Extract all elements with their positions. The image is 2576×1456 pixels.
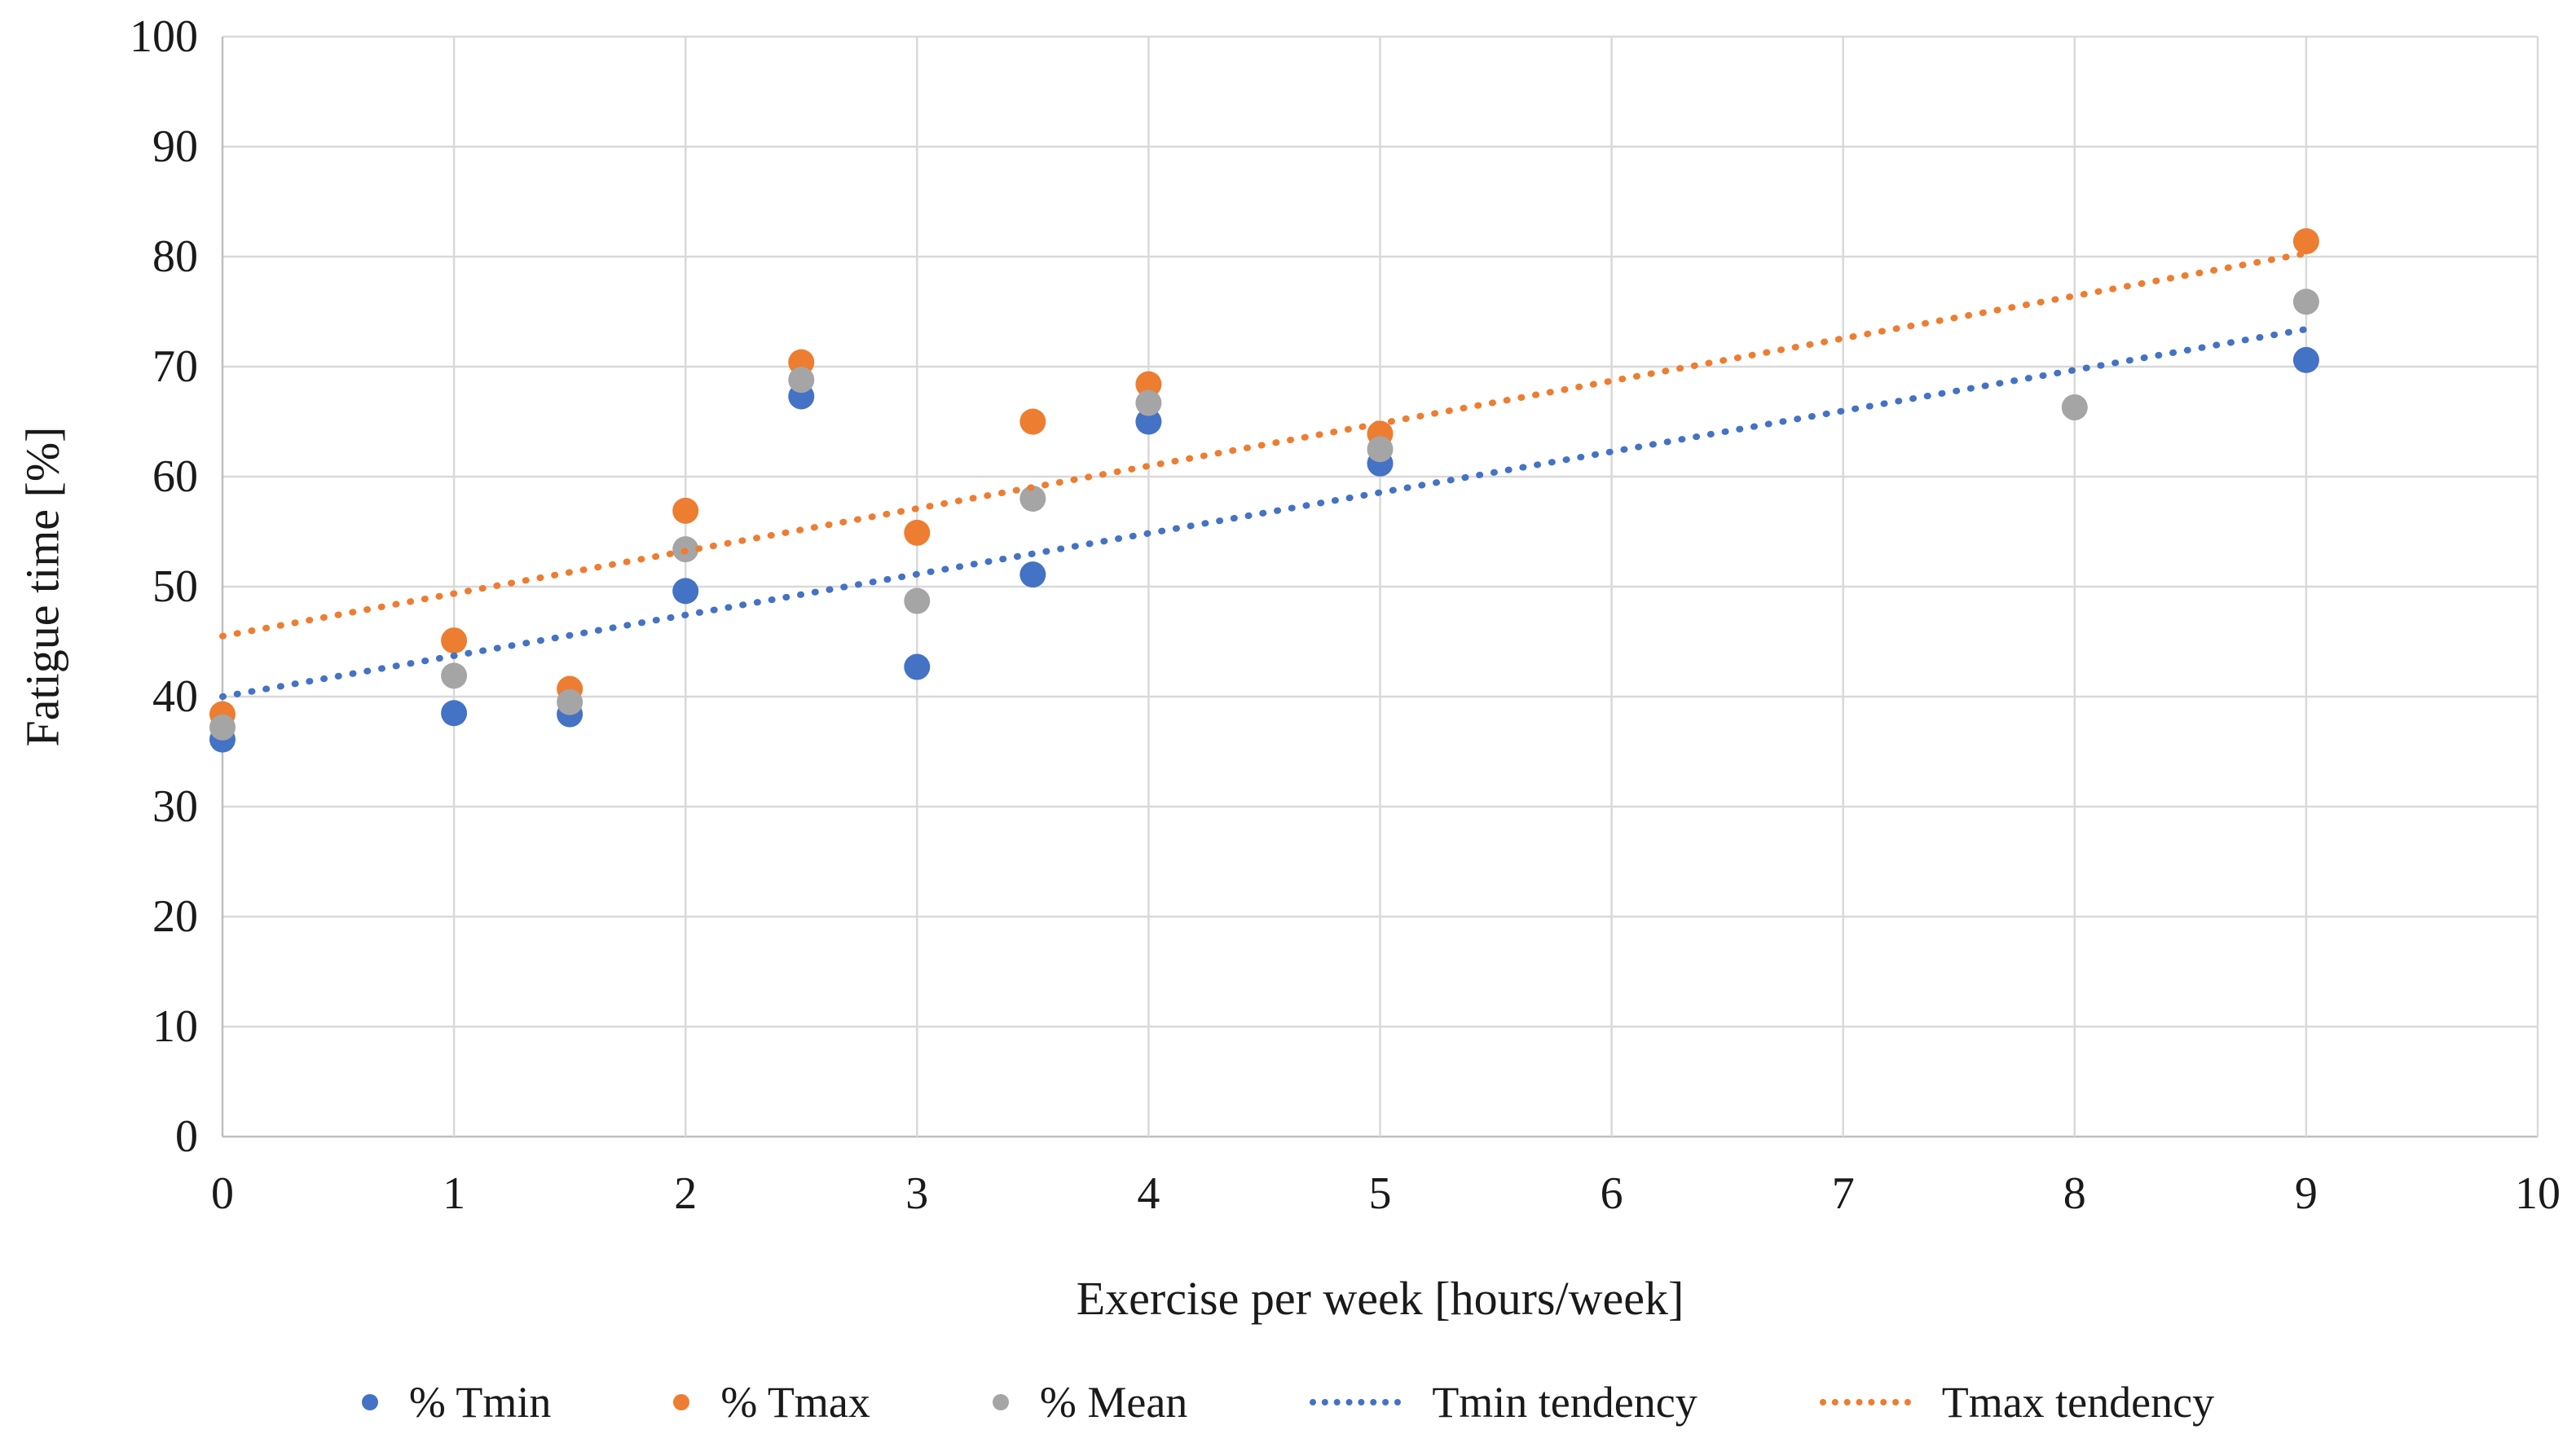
data-point--mean xyxy=(209,714,236,741)
legend-item--tmin: % Tmin xyxy=(361,1377,552,1427)
data-point--tmax xyxy=(672,497,699,524)
legend-label: % Mean xyxy=(1039,1378,1188,1427)
x-tick-label-8: 8 xyxy=(2063,1168,2086,1219)
data-point--tmin xyxy=(2292,346,2319,373)
x-axis-title: Exercise per week [hours/week] xyxy=(1076,1272,1684,1325)
data-point--tmax xyxy=(441,627,468,654)
y-tick-label-100: 100 xyxy=(130,11,198,62)
y-tick-label-90: 90 xyxy=(152,121,198,172)
trend-line-tmin-tendency xyxy=(219,326,2310,700)
data-point--tmin xyxy=(1019,561,1046,588)
legend-item--mean: % Mean xyxy=(992,1377,1188,1427)
data-point--mean xyxy=(557,688,583,715)
x-tick-label-4: 4 xyxy=(1137,1168,1160,1219)
data-point--tmax xyxy=(1019,408,1046,435)
x-tick-label-10: 10 xyxy=(2515,1168,2561,1219)
data-point--mean xyxy=(788,367,815,394)
legend-item-tmax-tendency: Tmax tendency xyxy=(1819,1377,2215,1427)
x-tick-label-2: 2 xyxy=(674,1168,698,1219)
x-tick-label-5: 5 xyxy=(1368,1168,1392,1219)
legend-label: Tmax tendency xyxy=(1941,1378,2215,1427)
data-point--mean xyxy=(1019,486,1046,512)
y-tick-label-70: 70 xyxy=(152,341,198,392)
x-tick-label-6: 6 xyxy=(1600,1168,1623,1219)
legend-dot-swatch xyxy=(361,1394,378,1410)
x-tick-label-3: 3 xyxy=(905,1168,929,1219)
x-tick-label-0: 0 xyxy=(211,1168,234,1219)
legend-dotted-line-swatch xyxy=(1819,1399,1911,1405)
data-point--mean xyxy=(1135,389,1162,416)
legend-dotted-line-swatch xyxy=(1310,1399,1402,1405)
legend-item-tmin-tendency: Tmin tendency xyxy=(1310,1377,1698,1427)
legend-dot-swatch xyxy=(992,1394,1009,1410)
y-tick-label-10: 10 xyxy=(152,1001,198,1052)
y-tick-label-0: 0 xyxy=(175,1111,198,1162)
y-tick-label-50: 50 xyxy=(152,561,198,612)
legend-item--tmax: % Tmax xyxy=(673,1377,870,1427)
chart-legend: % Tmin % Tmax % Mean Tmin tendency Tmax tend… xyxy=(0,1377,2576,1427)
x-tick-label-9: 9 xyxy=(2294,1168,2318,1219)
legend-label: % Tmax xyxy=(720,1378,870,1427)
x-tick-label-7: 7 xyxy=(1831,1168,1855,1219)
data-point--tmax xyxy=(1135,371,1162,398)
legend-label: % Tmin xyxy=(408,1378,552,1427)
data-point--tmin xyxy=(441,700,468,727)
data-point--mean xyxy=(904,587,931,614)
y-axis-title: Fatigue time [%] xyxy=(15,426,69,747)
legend-dot-swatch xyxy=(673,1394,690,1410)
y-tick-label-40: 40 xyxy=(152,671,198,722)
trend-line-tmax-tendency xyxy=(219,249,2310,640)
data-point--tmin xyxy=(672,578,699,605)
legend-label: Tmin tendency xyxy=(1432,1378,1698,1427)
data-point--tmin xyxy=(904,653,931,680)
y-tick-label-60: 60 xyxy=(152,451,198,502)
data-point--tmin xyxy=(1135,408,1162,435)
data-point--mean xyxy=(441,662,468,689)
data-point--mean xyxy=(2061,394,2088,420)
data-point--mean xyxy=(1367,436,1394,463)
y-tick-label-30: 30 xyxy=(152,781,198,832)
y-tick-label-20: 20 xyxy=(152,891,198,942)
data-point--tmax xyxy=(2292,228,2319,255)
x-tick-label-1: 1 xyxy=(443,1168,466,1219)
data-point--mean xyxy=(2292,288,2319,315)
data-point--tmax xyxy=(904,519,931,546)
y-tick-label-80: 80 xyxy=(152,231,198,282)
